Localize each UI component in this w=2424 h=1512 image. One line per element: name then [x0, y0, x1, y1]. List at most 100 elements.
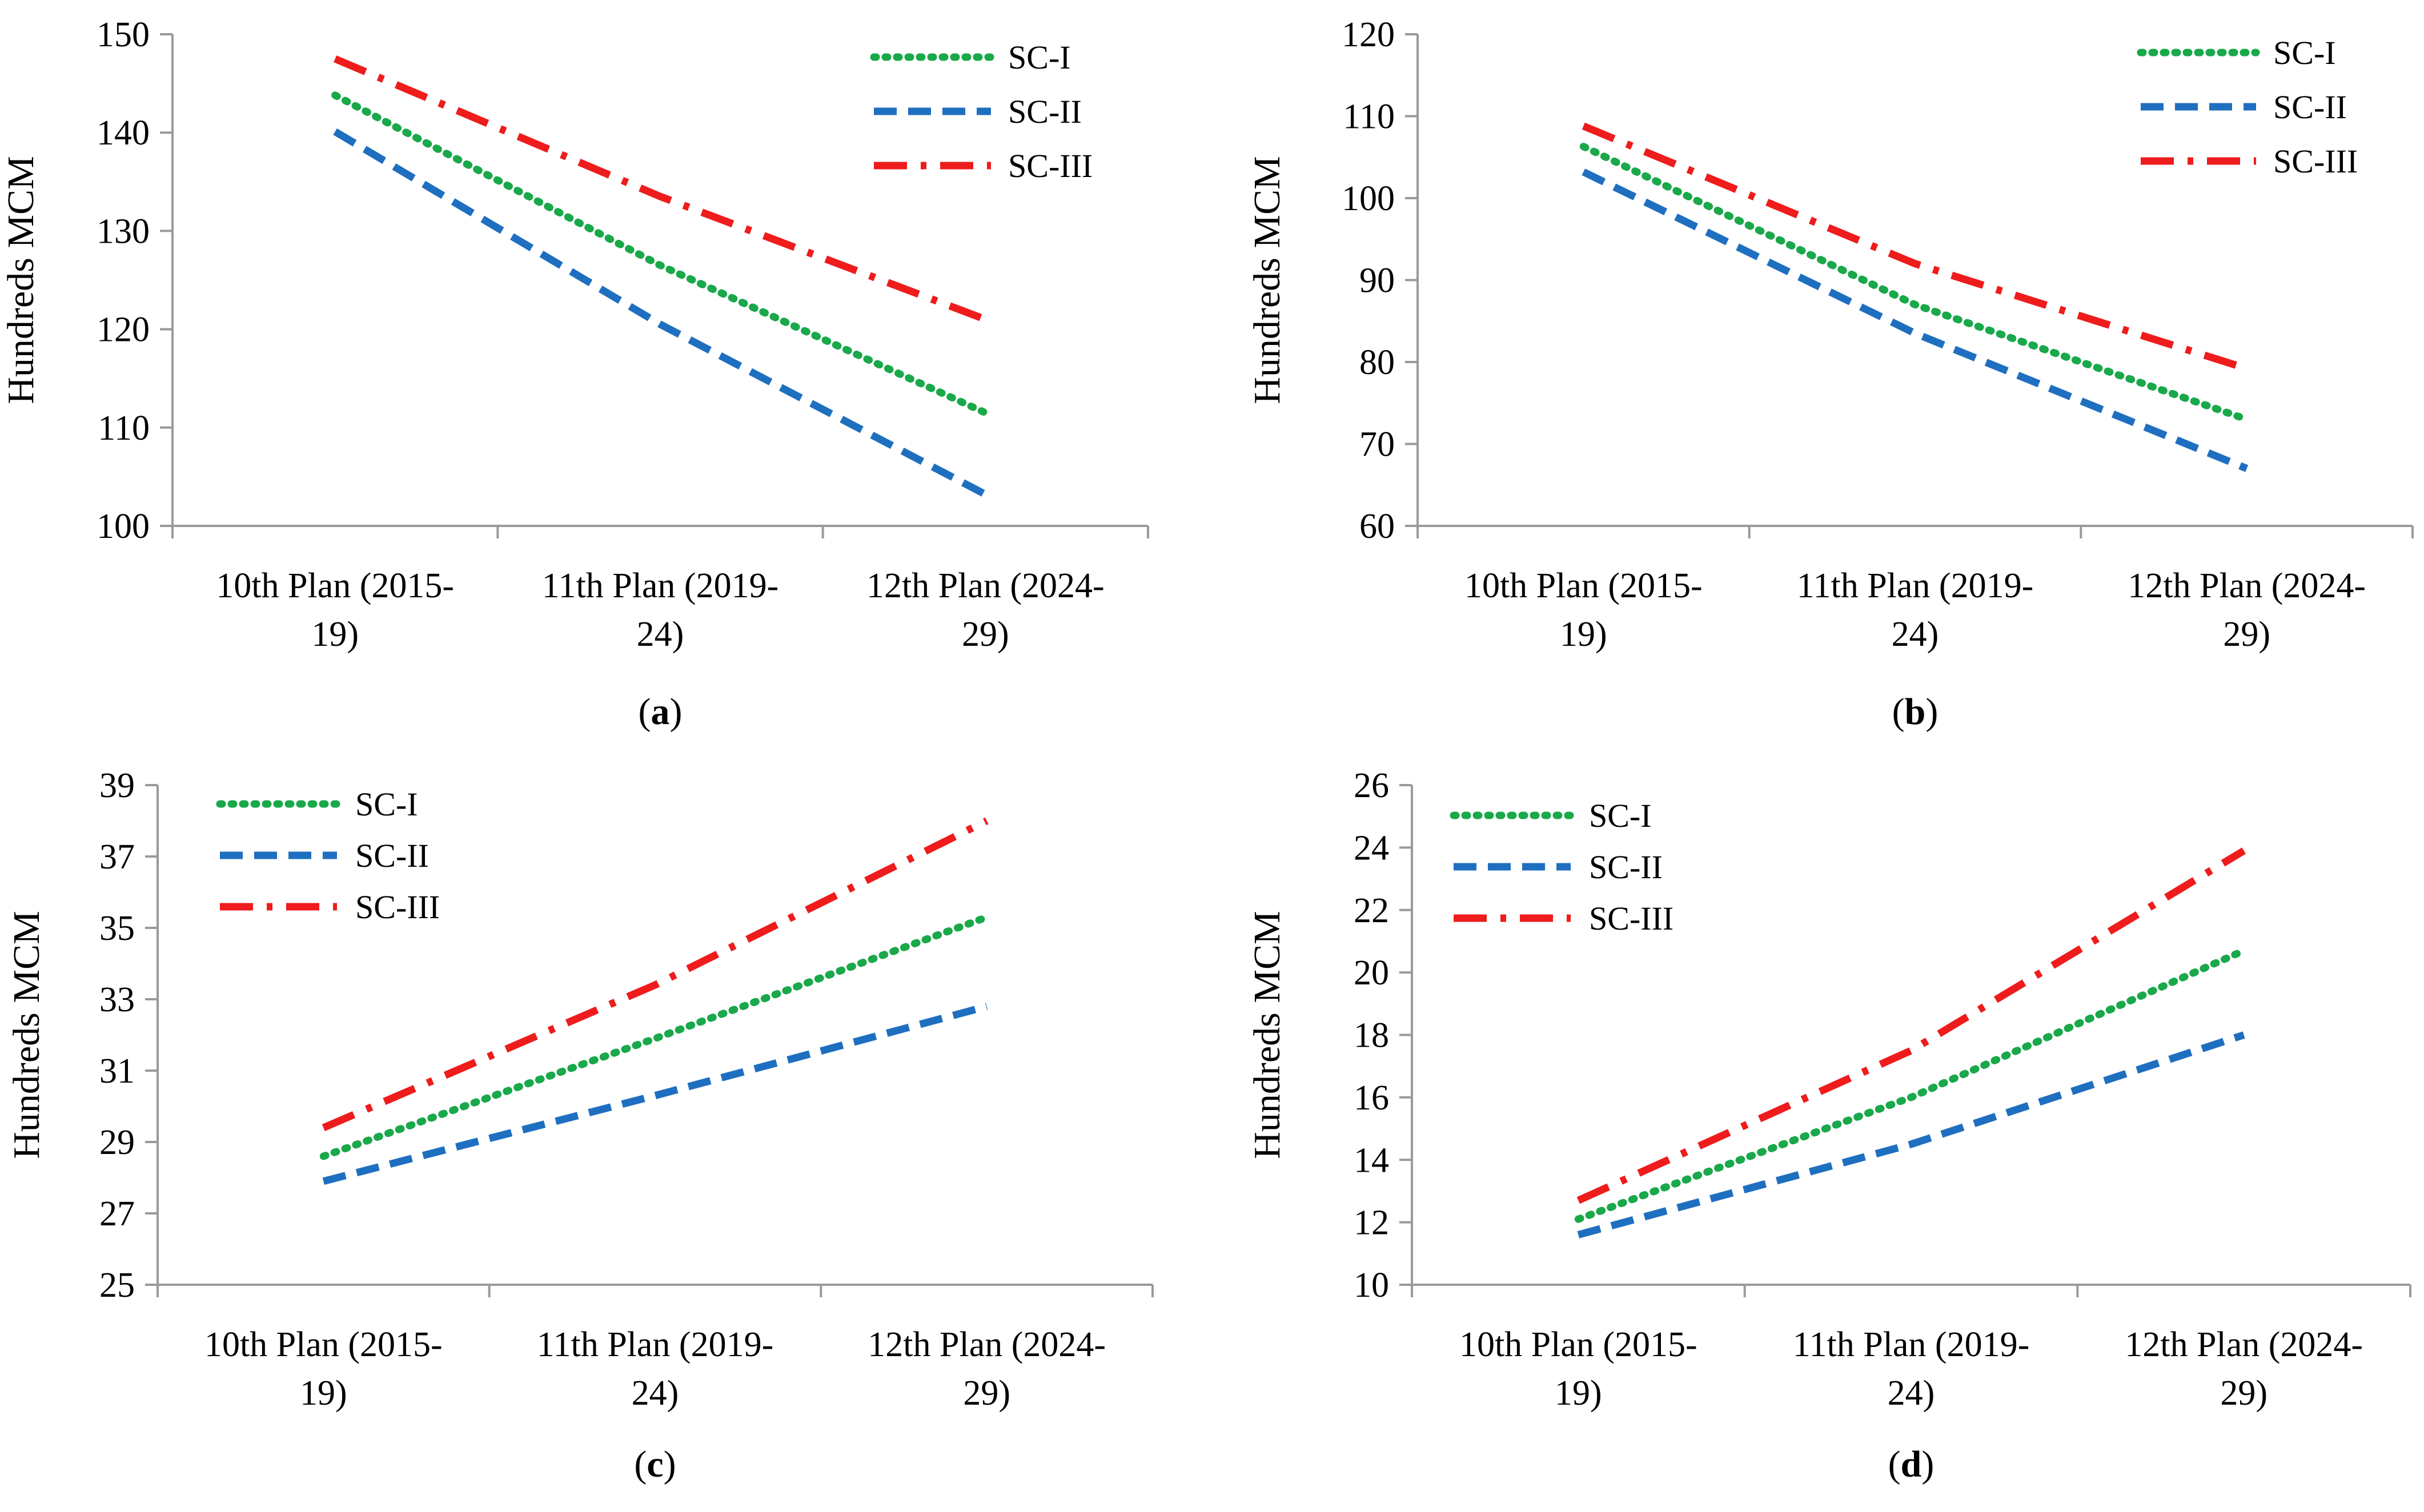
legend-label-sc-iii: SC-III: [355, 888, 440, 926]
legend-label-sc-ii: SC-II: [2273, 89, 2347, 126]
y-tick-label: 25: [99, 1266, 135, 1305]
y-axis-label: Hundreds MCM: [0, 156, 42, 404]
series-line-sc-ii: [1582, 168, 2249, 472]
panel-label-letter: c: [647, 1443, 663, 1485]
series-line-sc-iii: [334, 55, 987, 323]
x-tick-label: 29): [962, 615, 1009, 654]
x-tick-label: 19): [1560, 615, 1607, 654]
y-tick-label: 130: [97, 212, 150, 251]
panel-label-close-paren: ): [1921, 1443, 1934, 1485]
x-tick-label: 29): [963, 1374, 1010, 1413]
y-tick-label: 150: [97, 15, 150, 54]
series-line-sc-iii: [1582, 122, 2248, 372]
y-axis-label: Hundreds MCM: [1246, 156, 1288, 404]
x-tick-label: 29): [2223, 615, 2270, 654]
x-tick-label: 24): [637, 615, 684, 654]
x-tick-label: 11th Plan (2019-: [1797, 566, 2033, 605]
legend: SC-I SC-II SC-III: [870, 39, 1093, 184]
legend: SC-I SC-II SC-III: [216, 786, 440, 926]
legend-label-sc-ii: SC-II: [355, 837, 429, 874]
y-tick-label: 24: [1354, 829, 1389, 867]
y-tick-label: 90: [1359, 262, 1395, 300]
y-tick-label: 14: [1354, 1141, 1389, 1180]
chart-panel-d: 10 12 14 16 18 20 22 24 26 10th Plan (2015- 19) 11t…: [1246, 766, 2411, 1485]
y-tick-label: 70: [1359, 425, 1395, 464]
legend-label-sc-i: SC-I: [1589, 797, 1652, 834]
panel-label-letter: a: [651, 691, 670, 733]
series-line-sc-iii: [322, 817, 989, 1131]
series-line-sc-i: [1574, 947, 2248, 1223]
x-tick-label: 24): [1892, 615, 1939, 654]
x-tick-label: 10th Plan (2015-: [204, 1325, 443, 1364]
legend-label-sc-iii: SC-III: [1008, 147, 1093, 184]
y-tick-label: 31: [99, 1052, 135, 1091]
panel-label: (a): [639, 691, 683, 733]
y-tick-label: 37: [99, 838, 135, 876]
panel-label-close-paren: ): [1925, 691, 1938, 733]
panel-label-letter: d: [1901, 1443, 1922, 1485]
x-tick-label: 11th Plan (2019-: [537, 1325, 773, 1364]
chart-panel-b: 60 70 80 90 100 110 120 10th Plan (2015- 19) 11th…: [1246, 15, 2414, 733]
legend-label-sc-iii: SC-III: [2273, 143, 2358, 180]
y-axis-label: Hundreds MCM: [6, 911, 47, 1159]
y-tick-label: 35: [99, 909, 135, 948]
panel-label-open-paren: (: [639, 691, 651, 733]
series-line-sc-i: [1579, 143, 2251, 423]
y-tick-label: 26: [1354, 766, 1389, 805]
legend: SC-I SC-II SC-III: [1450, 797, 1673, 937]
y-tick-label: 110: [98, 409, 150, 448]
y-tick-label: 22: [1354, 891, 1389, 930]
chart-panel-c: 25 27 29 31 33 35 37 39 10th Plan (2015- 19) 11th …: [6, 766, 1154, 1485]
panel-label-close-paren: ): [670, 691, 683, 733]
panel-label: (c): [634, 1443, 676, 1485]
x-tick-label: 24): [632, 1374, 679, 1413]
y-axis-label: Hundreds MCM: [1246, 911, 1288, 1159]
x-tick-label: 19): [311, 615, 359, 654]
x-tick-label: 29): [2220, 1374, 2268, 1413]
panel-label: (d): [1888, 1443, 1935, 1485]
x-tick-label: 19): [1555, 1374, 1602, 1413]
y-tick-label: 80: [1359, 343, 1395, 382]
x-tick-label: 24): [1888, 1374, 1935, 1413]
y-tick-label: 110: [1343, 98, 1395, 136]
chart-panel-a: 100 110 120 130 140 150 10th Plan (2015- 19) 11t…: [0, 15, 1149, 733]
y-tick-label: 20: [1354, 954, 1389, 992]
y-tick-label: 120: [1342, 15, 1395, 54]
y-tick-label: 140: [97, 114, 150, 152]
x-tick-label: 12th Plan (2024-: [866, 566, 1105, 605]
series-line-sc-iii: [1576, 847, 2246, 1204]
legend-label-sc-ii: SC-II: [1008, 93, 1082, 130]
y-tick-label: 18: [1354, 1016, 1389, 1055]
y-tick-label: 33: [99, 980, 135, 1019]
y-tick-label: 120: [97, 311, 150, 349]
legend-label-sc-ii: SC-II: [1589, 849, 1663, 886]
x-tick-label: 10th Plan (2015-: [216, 566, 454, 605]
y-tick-label: 27: [99, 1195, 135, 1233]
y-tick-label: 16: [1354, 1079, 1389, 1117]
y-tick-label: 29: [99, 1123, 135, 1162]
y-tick-label: 39: [99, 766, 135, 805]
series-line-sc-i: [331, 91, 989, 417]
y-tick-label: 10: [1354, 1266, 1389, 1305]
x-tick-label: 19): [300, 1374, 347, 1413]
panel-label-close-paren: ): [664, 1443, 676, 1485]
y-tick-label: 12: [1354, 1204, 1389, 1242]
x-tick-label: 11th Plan (2019-: [542, 566, 778, 605]
panel-label: (b): [1892, 691, 1939, 733]
x-tick-label: 10th Plan (2015-: [1464, 566, 1703, 605]
series-line-sc-i: [319, 913, 991, 1160]
legend-label-sc-i: SC-I: [355, 786, 418, 823]
y-tick-label: 100: [97, 507, 150, 546]
y-tick-label: 60: [1359, 507, 1395, 546]
panel-label-open-paren: (: [1892, 691, 1905, 733]
panel-label-open-paren: (: [634, 1443, 647, 1485]
series-line-sc-ii: [333, 128, 988, 498]
panel-label-letter: b: [1905, 691, 1926, 733]
x-tick-label: 12th Plan (2024-: [2128, 566, 2366, 605]
series-line-sc-ii: [322, 1003, 988, 1185]
x-tick-label: 11th Plan (2019-: [1793, 1325, 2029, 1364]
legend-label-sc-iii: SC-III: [1589, 900, 1673, 937]
legend: SC-I SC-II SC-III: [2137, 34, 2358, 180]
x-tick-label: 12th Plan (2024-: [2125, 1325, 2363, 1364]
legend-label-sc-i: SC-I: [1008, 39, 1071, 76]
